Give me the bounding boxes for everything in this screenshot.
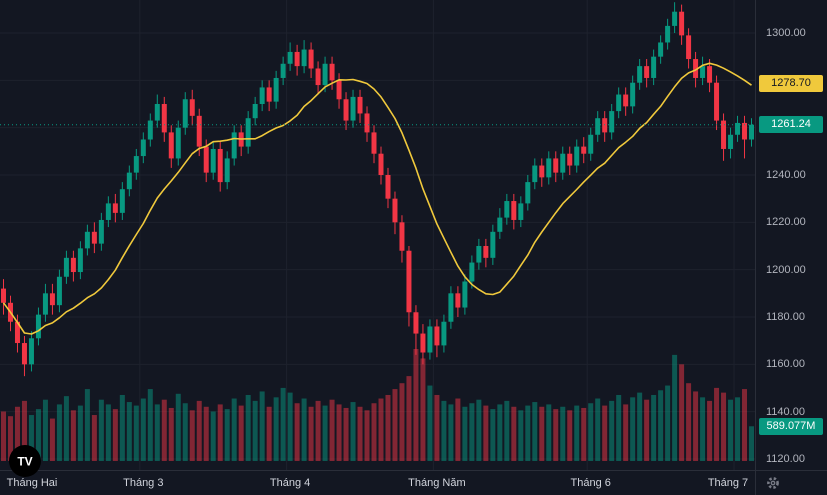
time-axis-label: Tháng 3 (123, 477, 164, 489)
volume-value-badge: 589.077M (759, 417, 823, 435)
time-axis[interactable]: Tháng Hai Tháng 3 Tháng 4 Tháng Năm Tháng 6 T… (0, 470, 827, 495)
gear-glyph (767, 477, 779, 489)
price-tick-label: 1220.00 (766, 216, 806, 229)
ma-line (2, 62, 752, 335)
candles (0, 2, 755, 377)
time-axis-label: Tháng Năm (408, 477, 466, 489)
ma-value-badge: 1278.70 (759, 74, 823, 92)
time-axis-label: Tháng 6 (570, 477, 611, 489)
price-tick-label: 1180.00 (766, 311, 805, 323)
tradingview-logo[interactable]: TV (8, 444, 42, 478)
price-tick-label: 1160.00 (766, 358, 805, 371)
price-tick-label: 1200.00 (766, 263, 806, 276)
price-tick-label: 1300.00 (766, 27, 806, 39)
time-axis-label: Tháng 4 (269, 477, 311, 489)
last-price-badge: 1261.24 (759, 116, 823, 134)
time-axis-label: Tháng Hai (6, 477, 58, 489)
volume-bars (0, 349, 755, 461)
time-axis-label: Tháng 7 (707, 477, 749, 489)
price-tick-label: 1240.00 (766, 169, 806, 181)
tradingview-logo-mark: TV (9, 445, 41, 477)
candlestick-chart-canvas[interactable] (0, 0, 755, 470)
settings-gear-icon[interactable] (766, 476, 780, 490)
grid-lines (0, 0, 755, 470)
price-axis[interactable]: 1278.70 1261.24 589.077M 1300.001280.001… (755, 0, 827, 495)
price-tick-label: 1140.00 (766, 405, 805, 418)
svg-text:TV: TV (17, 455, 32, 469)
price-tick-label: 1120.00 (766, 453, 805, 465)
